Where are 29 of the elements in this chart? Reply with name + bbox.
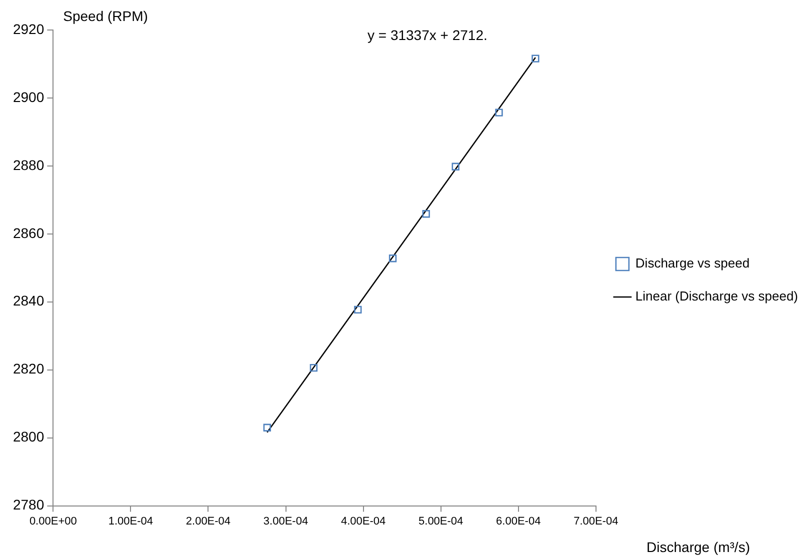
legend-label: Linear (Discharge vs speed) bbox=[635, 288, 798, 304]
point bbox=[354, 306, 362, 314]
y-tick-label: 2840 bbox=[12, 292, 44, 309]
x-tick-label: 1.00E-04 bbox=[108, 515, 154, 528]
x-tick-label: 6.00E-04 bbox=[496, 515, 541, 528]
y-tick-label: 2880 bbox=[12, 156, 44, 173]
legend-label: Discharge vs speed bbox=[635, 256, 750, 271]
y-tick-label: 2820 bbox=[12, 360, 44, 377]
y-tick-label: 2900 bbox=[12, 88, 44, 105]
point bbox=[495, 108, 503, 116]
point bbox=[452, 162, 460, 170]
y-tick-label: 2920 bbox=[12, 20, 44, 37]
y-axis-title: Speed (RPM) bbox=[63, 8, 148, 24]
x-tick-label: 2.00E-04 bbox=[186, 515, 231, 528]
point bbox=[422, 210, 430, 218]
y-tick-label: 2860 bbox=[12, 224, 44, 241]
point bbox=[532, 54, 540, 62]
x-tick-label: 0.00E+00 bbox=[29, 515, 77, 528]
x-tick-label: 7.00E-04 bbox=[574, 515, 618, 528]
x-axis-title: Discharge (m³/s) bbox=[646, 538, 750, 555]
point bbox=[388, 254, 397, 262]
point bbox=[263, 424, 271, 432]
point bbox=[310, 364, 318, 372]
x-tick-label: 5.00E-04 bbox=[418, 515, 464, 528]
x-tick-label: 4.00E-04 bbox=[340, 515, 386, 528]
annotation: y = 31337x + 2712. bbox=[367, 26, 488, 43]
x-tick-label: 3.00E-04 bbox=[263, 515, 308, 528]
y-tick-label: 2780 bbox=[12, 496, 44, 513]
y-tick-label: 2800 bbox=[12, 428, 44, 445]
